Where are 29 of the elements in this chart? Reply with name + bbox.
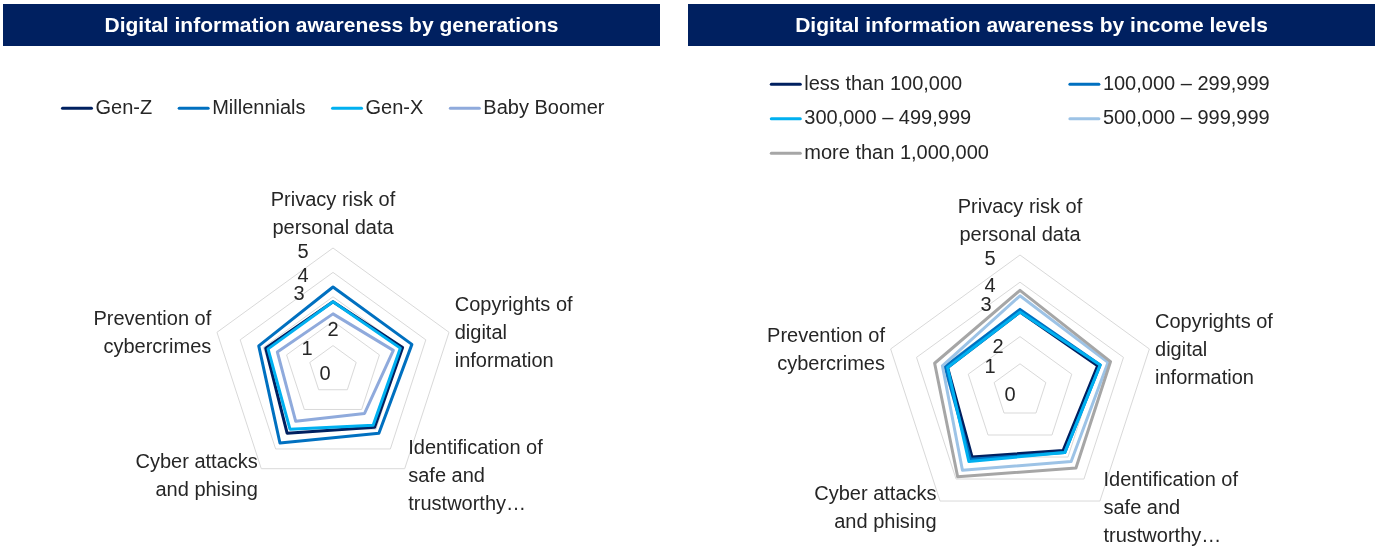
spoke-label: Privacy risk of personal data — [270, 187, 396, 238]
legend-label: 300,000 – 499,999 — [804, 106, 972, 129]
y-tick-label: 0 — [1004, 382, 1016, 405]
legend-label: Gen-Z — [95, 95, 153, 118]
spoke-label: Identification of safe and trustworthy… — [408, 436, 544, 515]
chart-title: Digital information awareness by generations — [3, 4, 660, 46]
spoke-label: Privacy risk of personal data — [957, 194, 1083, 245]
legend-label: 100,000 – 299,999 — [1102, 71, 1270, 94]
legend-label: less than 100,000 — [804, 71, 963, 94]
y-tick-label: 1 — [301, 337, 313, 360]
spoke-label: Prevention of cybercrimes — [93, 306, 212, 357]
legend-label: 500,000 – 999,999 — [1102, 106, 1270, 129]
chart-title: Digital information awareness by income levels — [688, 4, 1375, 46]
legend-label: Millennials — [212, 95, 306, 118]
spoke-label: Copyrights of digital information — [1155, 309, 1274, 388]
spoke-label: Cyber attacks and phising — [135, 450, 258, 501]
y-tick-label: 1 — [984, 355, 996, 378]
spoke-label: Prevention of cybercrimes — [767, 323, 886, 374]
y-tick-label: 0 — [319, 361, 331, 384]
spoke-label: Copyrights of digital information — [454, 292, 574, 371]
spoke-label: Cyber attacks and phising — [814, 482, 937, 533]
spoke-label: Identification of safe and trustworthy… — [1103, 468, 1239, 547]
y-tick-label: 5 — [984, 246, 996, 269]
legend-label: more than 1,000,000 — [804, 140, 989, 163]
legend-label: Gen-X — [365, 95, 424, 118]
y-tick-label: 2 — [327, 317, 339, 340]
legend-label: Baby Boomer — [483, 95, 605, 118]
y-tick-label: 5 — [297, 239, 309, 262]
y-tick-label: 2 — [992, 335, 1004, 358]
